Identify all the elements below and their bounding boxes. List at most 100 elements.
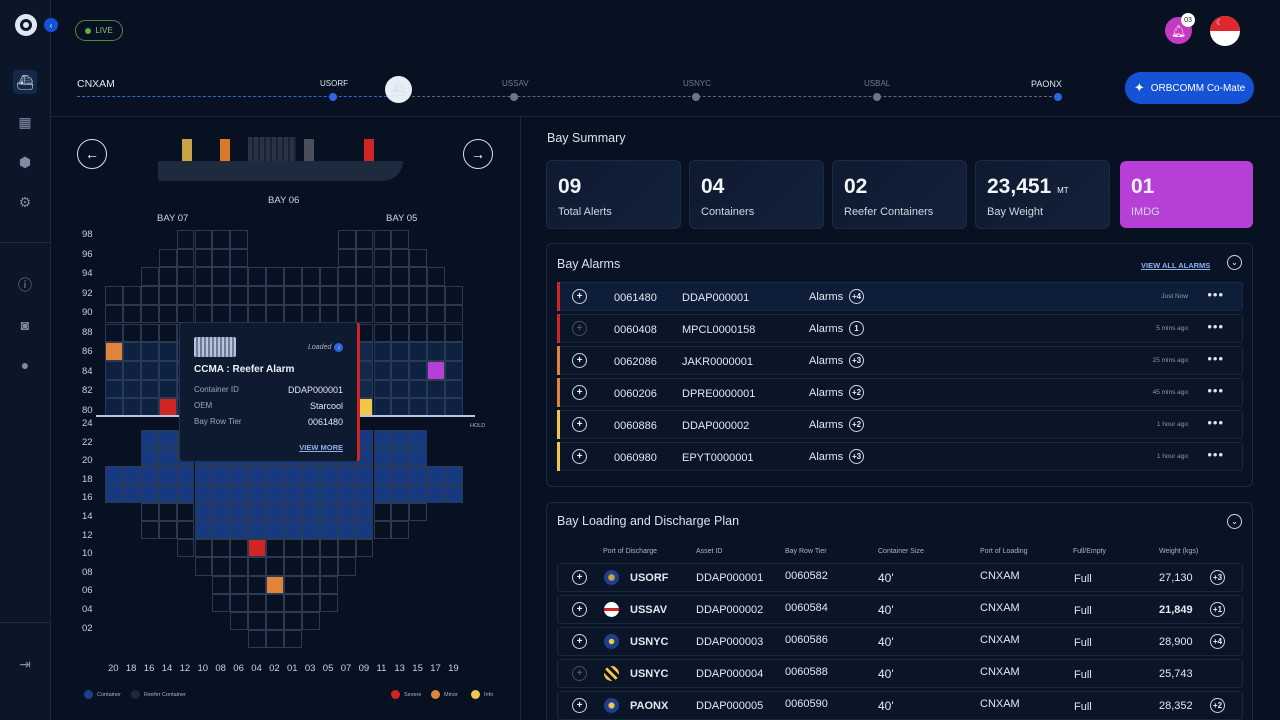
bay-slot[interactable] <box>248 612 267 631</box>
bay-slot[interactable] <box>319 539 338 558</box>
alert-slot[interactable] <box>105 342 123 361</box>
bay-slot[interactable] <box>212 267 231 287</box>
bay-slot[interactable] <box>266 466 284 485</box>
bay-slot[interactable] <box>409 304 428 324</box>
bay-slot[interactable] <box>158 430 177 449</box>
bay-slot[interactable] <box>158 484 177 503</box>
bay-slot[interactable] <box>212 248 231 268</box>
plan-row[interactable]: + USNYC DDAP000004 0060588 40' CNXAM Full 25,74… <box>557 659 1243 688</box>
bay-slot[interactable] <box>391 466 410 485</box>
bay-slot[interactable] <box>140 448 159 467</box>
extra-count-badge[interactable]: +1 <box>1210 602 1225 617</box>
expand-row-icon[interactable]: + <box>572 449 587 464</box>
collapse-alarms-button[interactable]: ⌄ <box>1227 255 1242 270</box>
bay-slot[interactable] <box>230 612 249 631</box>
bay-slot[interactable] <box>391 230 410 249</box>
bay-slot[interactable] <box>373 323 392 343</box>
bay-slot[interactable] <box>445 304 463 324</box>
bay-slot[interactable] <box>391 448 410 467</box>
bay-slot[interactable] <box>391 502 410 521</box>
bay-slot[interactable] <box>140 466 159 485</box>
bay-slot[interactable] <box>319 286 338 305</box>
bay-slot[interactable] <box>319 593 338 612</box>
bay-slot[interactable] <box>373 304 392 324</box>
bay-slot[interactable] <box>176 230 195 249</box>
bay-slot[interactable] <box>194 502 213 521</box>
user-icon[interactable]: ● <box>20 357 30 373</box>
bay-slot[interactable] <box>355 248 374 268</box>
bay-slot[interactable] <box>445 379 463 399</box>
bay-slot[interactable] <box>158 342 177 361</box>
bay-slot[interactable] <box>176 521 195 540</box>
bay-slot[interactable] <box>355 484 374 503</box>
bay-slot[interactable] <box>176 267 195 287</box>
bay-slot[interactable] <box>248 267 267 287</box>
bay-slot[interactable] <box>355 521 374 540</box>
bay-slot[interactable] <box>230 593 249 612</box>
bay-slot[interactable] <box>355 230 374 249</box>
bay-slot[interactable] <box>284 521 302 540</box>
bay-slot[interactable] <box>140 304 159 324</box>
stat-total-alerts[interactable]: 09 Total Alerts <box>546 160 681 229</box>
bay-slot[interactable] <box>194 557 213 576</box>
prev-bay-button[interactable]: ← <box>77 139 107 169</box>
alarm-count-badge[interactable]: +2 <box>849 385 864 400</box>
bay-slot[interactable] <box>319 502 338 521</box>
bay-slot[interactable] <box>391 304 410 324</box>
bay-slot[interactable] <box>266 286 284 305</box>
bay-slot[interactable] <box>301 466 320 485</box>
bay-slot[interactable] <box>230 230 249 249</box>
bay-slot[interactable] <box>140 484 159 503</box>
bay-slot[interactable] <box>391 379 410 399</box>
bay-slot[interactable] <box>337 557 356 576</box>
bay-slot[interactable] <box>105 360 123 380</box>
bay-slot[interactable] <box>158 360 177 380</box>
bay-slot[interactable] <box>409 466 428 485</box>
bay-slot[interactable] <box>212 521 231 540</box>
route-stop-dot[interactable] <box>1054 93 1062 101</box>
bay-slot[interactable] <box>373 267 392 287</box>
bay-slot[interactable] <box>409 379 428 399</box>
bay-slot[interactable] <box>158 323 177 343</box>
bay-slot[interactable] <box>301 612 320 631</box>
route-stop-dot[interactable] <box>329 93 337 101</box>
bay-slot[interactable] <box>319 484 338 503</box>
bay-slot[interactable] <box>427 342 446 361</box>
bay-slot[interactable] <box>391 484 410 503</box>
bay-slot[interactable] <box>248 630 267 649</box>
bay-slot[interactable] <box>337 484 356 503</box>
bay-slot[interactable] <box>266 557 284 576</box>
bay-slot[interactable] <box>212 593 231 612</box>
view-more-link[interactable]: VIEW MORE <box>299 443 343 452</box>
bay-slot[interactable] <box>140 267 159 287</box>
logout-icon[interactable]: ⇥ <box>19 655 31 672</box>
bay-slot[interactable] <box>409 430 428 449</box>
bay-slot[interactable] <box>122 323 141 343</box>
bay-slot[interactable] <box>284 484 302 503</box>
bay-slot[interactable] <box>284 557 302 576</box>
expand-row-icon[interactable]: + <box>572 698 587 713</box>
bay-slot[interactable] <box>373 360 392 380</box>
bay-slot[interactable] <box>373 379 392 399</box>
route-stop-dot[interactable] <box>873 93 881 101</box>
extra-count-badge[interactable]: +3 <box>1210 570 1225 585</box>
bay-slot[interactable] <box>319 557 338 576</box>
bay-slot[interactable] <box>176 248 195 268</box>
bay-slot[interactable] <box>301 521 320 540</box>
more-options-icon[interactable]: ••• <box>1207 287 1224 302</box>
bay-slot[interactable] <box>266 539 284 558</box>
bay-slot[interactable] <box>122 286 141 305</box>
bay-slot[interactable] <box>427 379 446 399</box>
bay-slot[interactable] <box>194 248 213 268</box>
bay-slot[interactable] <box>355 502 374 521</box>
bay-slot[interactable] <box>122 304 141 324</box>
bay-slot[interactable] <box>248 557 267 576</box>
plan-row[interactable]: + USNYC DDAP000003 0060586 40' CNXAM Full 28,90… <box>557 627 1243 656</box>
bay-slot[interactable] <box>158 521 177 540</box>
bay-slot[interactable] <box>301 484 320 503</box>
bay-slot[interactable] <box>140 286 159 305</box>
bay-slot[interactable] <box>194 466 213 485</box>
bay-slot[interactable] <box>266 267 284 287</box>
bay-slot[interactable] <box>158 267 177 287</box>
bay-slot[interactable] <box>373 521 392 540</box>
